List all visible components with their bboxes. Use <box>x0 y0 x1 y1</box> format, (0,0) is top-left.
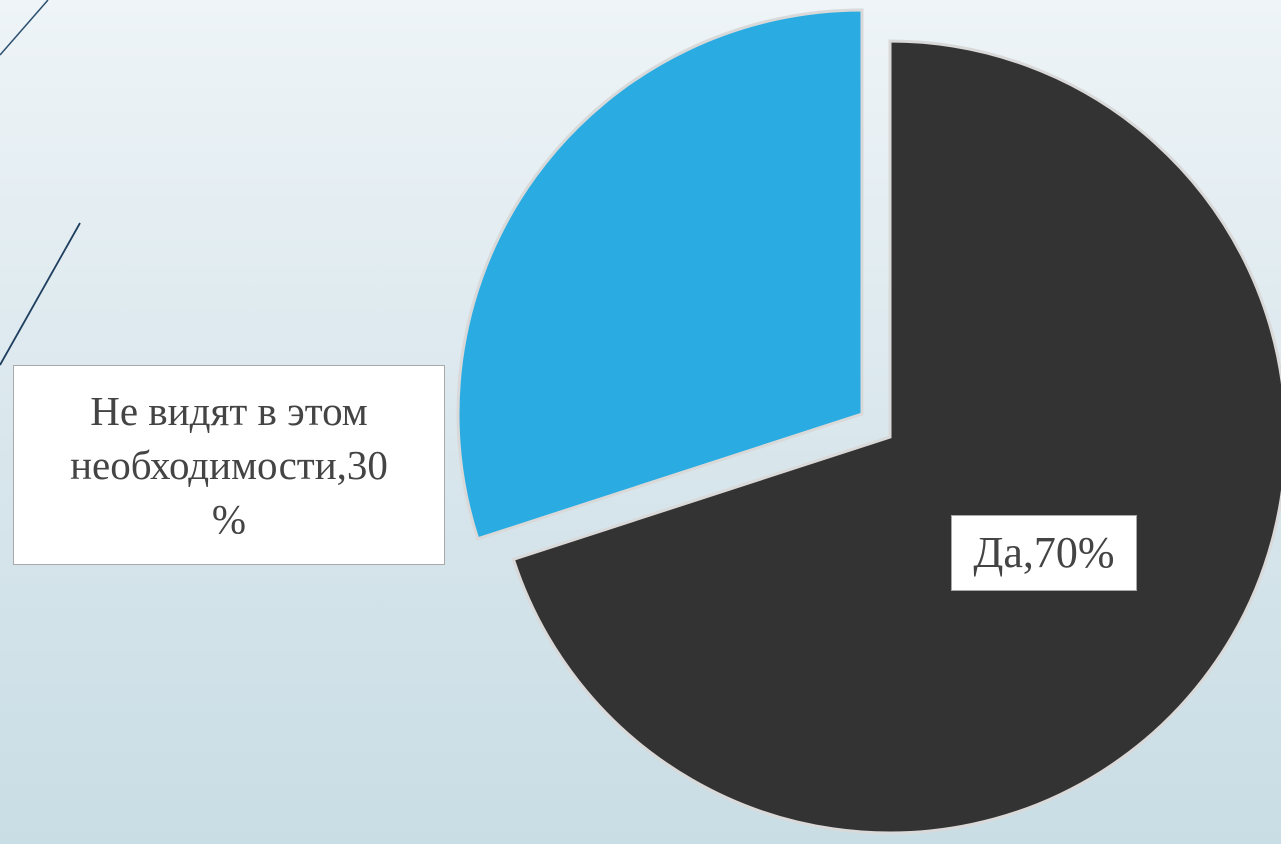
data-label-no-need: Не видят в этом необходимости,30 % <box>13 365 445 565</box>
pie-slice-yes <box>511 39 1281 835</box>
decorative-diagonal-line-top <box>0 0 49 56</box>
data-label-no-need-line-3: % <box>211 496 247 542</box>
decorative-diagonal-line-middle <box>0 222 81 366</box>
data-label-yes: Да,70% <box>951 515 1137 591</box>
pie-slice-no-need <box>456 8 864 541</box>
pie-slices <box>456 8 1281 835</box>
data-label-no-need-line-1: Не видят в этом <box>90 388 368 434</box>
data-label-no-need-line-2: необходимости,30 <box>70 442 388 488</box>
